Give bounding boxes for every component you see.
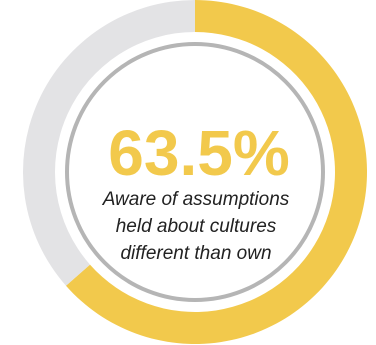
caption-line-1: Aware of assumptions [102, 189, 290, 210]
donut-ring [22, 0, 367, 344]
donut-segment-remainder [22, 0, 195, 286]
donut-segment-filled [65, 0, 367, 344]
inner-ring-outline [65, 42, 325, 302]
caption-line-3: different than own [120, 243, 271, 264]
percentage-value-label: 63.5% [108, 117, 289, 189]
caption-line-2: held about cultures [116, 216, 277, 237]
